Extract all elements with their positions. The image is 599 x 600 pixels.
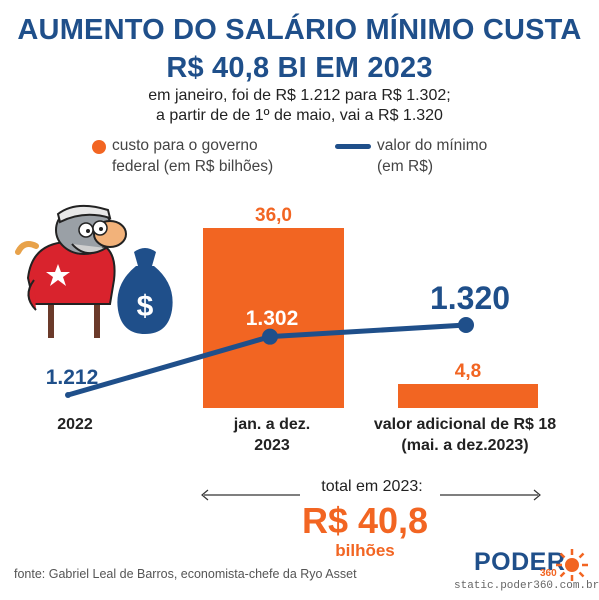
- legend-wage-line-2: (em R$): [377, 158, 433, 175]
- wage-point-2: [458, 317, 474, 333]
- legend-cost-line-2: federal (em R$ bilhões): [112, 158, 274, 175]
- cost-value-label-2: 4,8: [455, 361, 481, 382]
- title-line-2: R$ 40,8 BI EM 2023: [166, 52, 433, 84]
- legend-wage-swatch: [335, 144, 371, 149]
- total-value: R$ 40,8: [301, 500, 429, 541]
- legend-cost-swatch: [92, 140, 106, 154]
- svg-text:$: $: [137, 290, 154, 323]
- cost-bar-1: [203, 228, 344, 408]
- source-note: fonte: Gabriel Leal de Barros, economist…: [14, 567, 357, 581]
- brand-name: PODER: [474, 548, 566, 576]
- wage-value-label-0: 1.212: [46, 366, 99, 389]
- wage-value-label-1: 1.302: [246, 307, 299, 330]
- cost-value-label-1: 36,0: [255, 205, 292, 226]
- money-bag-icon: $: [117, 248, 173, 334]
- wage-value-label-2: 1.320: [430, 280, 510, 316]
- total-label: total em 2023:: [321, 478, 423, 495]
- category-label-jan-dez-line-1: jan. a dez.: [233, 416, 311, 433]
- legend-wage-line-1: valor do mínimo: [377, 137, 488, 154]
- legend-cost-line-1: custo para o governo: [112, 137, 258, 154]
- sun-logo-icon: [556, 549, 588, 581]
- total-label-bg: [300, 478, 440, 502]
- brand-sub: 360: [540, 568, 557, 579]
- man-cartoon-icon: [15, 204, 127, 338]
- cost-bar-2: [398, 384, 538, 408]
- title-line-1: AUMENTO DO SALÁRIO MÍNIMO CUSTA: [17, 14, 582, 46]
- site-url: static.poder360.com.br: [454, 580, 599, 592]
- total-unit: bilhões: [335, 541, 395, 560]
- subtitle-line-1: em janeiro, foi de R$ 1.212 para R$ 1.30…: [148, 87, 451, 104]
- category-label-adicional-line-1: valor adicional de R$ 18: [373, 416, 557, 433]
- category-label-2022: 2022: [57, 416, 93, 433]
- subtitle-line-2: a partir de de 1º de maio, vai a R$ 1.32…: [156, 107, 443, 124]
- wage-point-0: [65, 392, 71, 398]
- category-label-adicional-line-2: (mai. a dez.2023): [401, 437, 529, 454]
- wage-point-1: [262, 328, 278, 345]
- category-label-jan-dez-line-2: 2023: [254, 437, 290, 454]
